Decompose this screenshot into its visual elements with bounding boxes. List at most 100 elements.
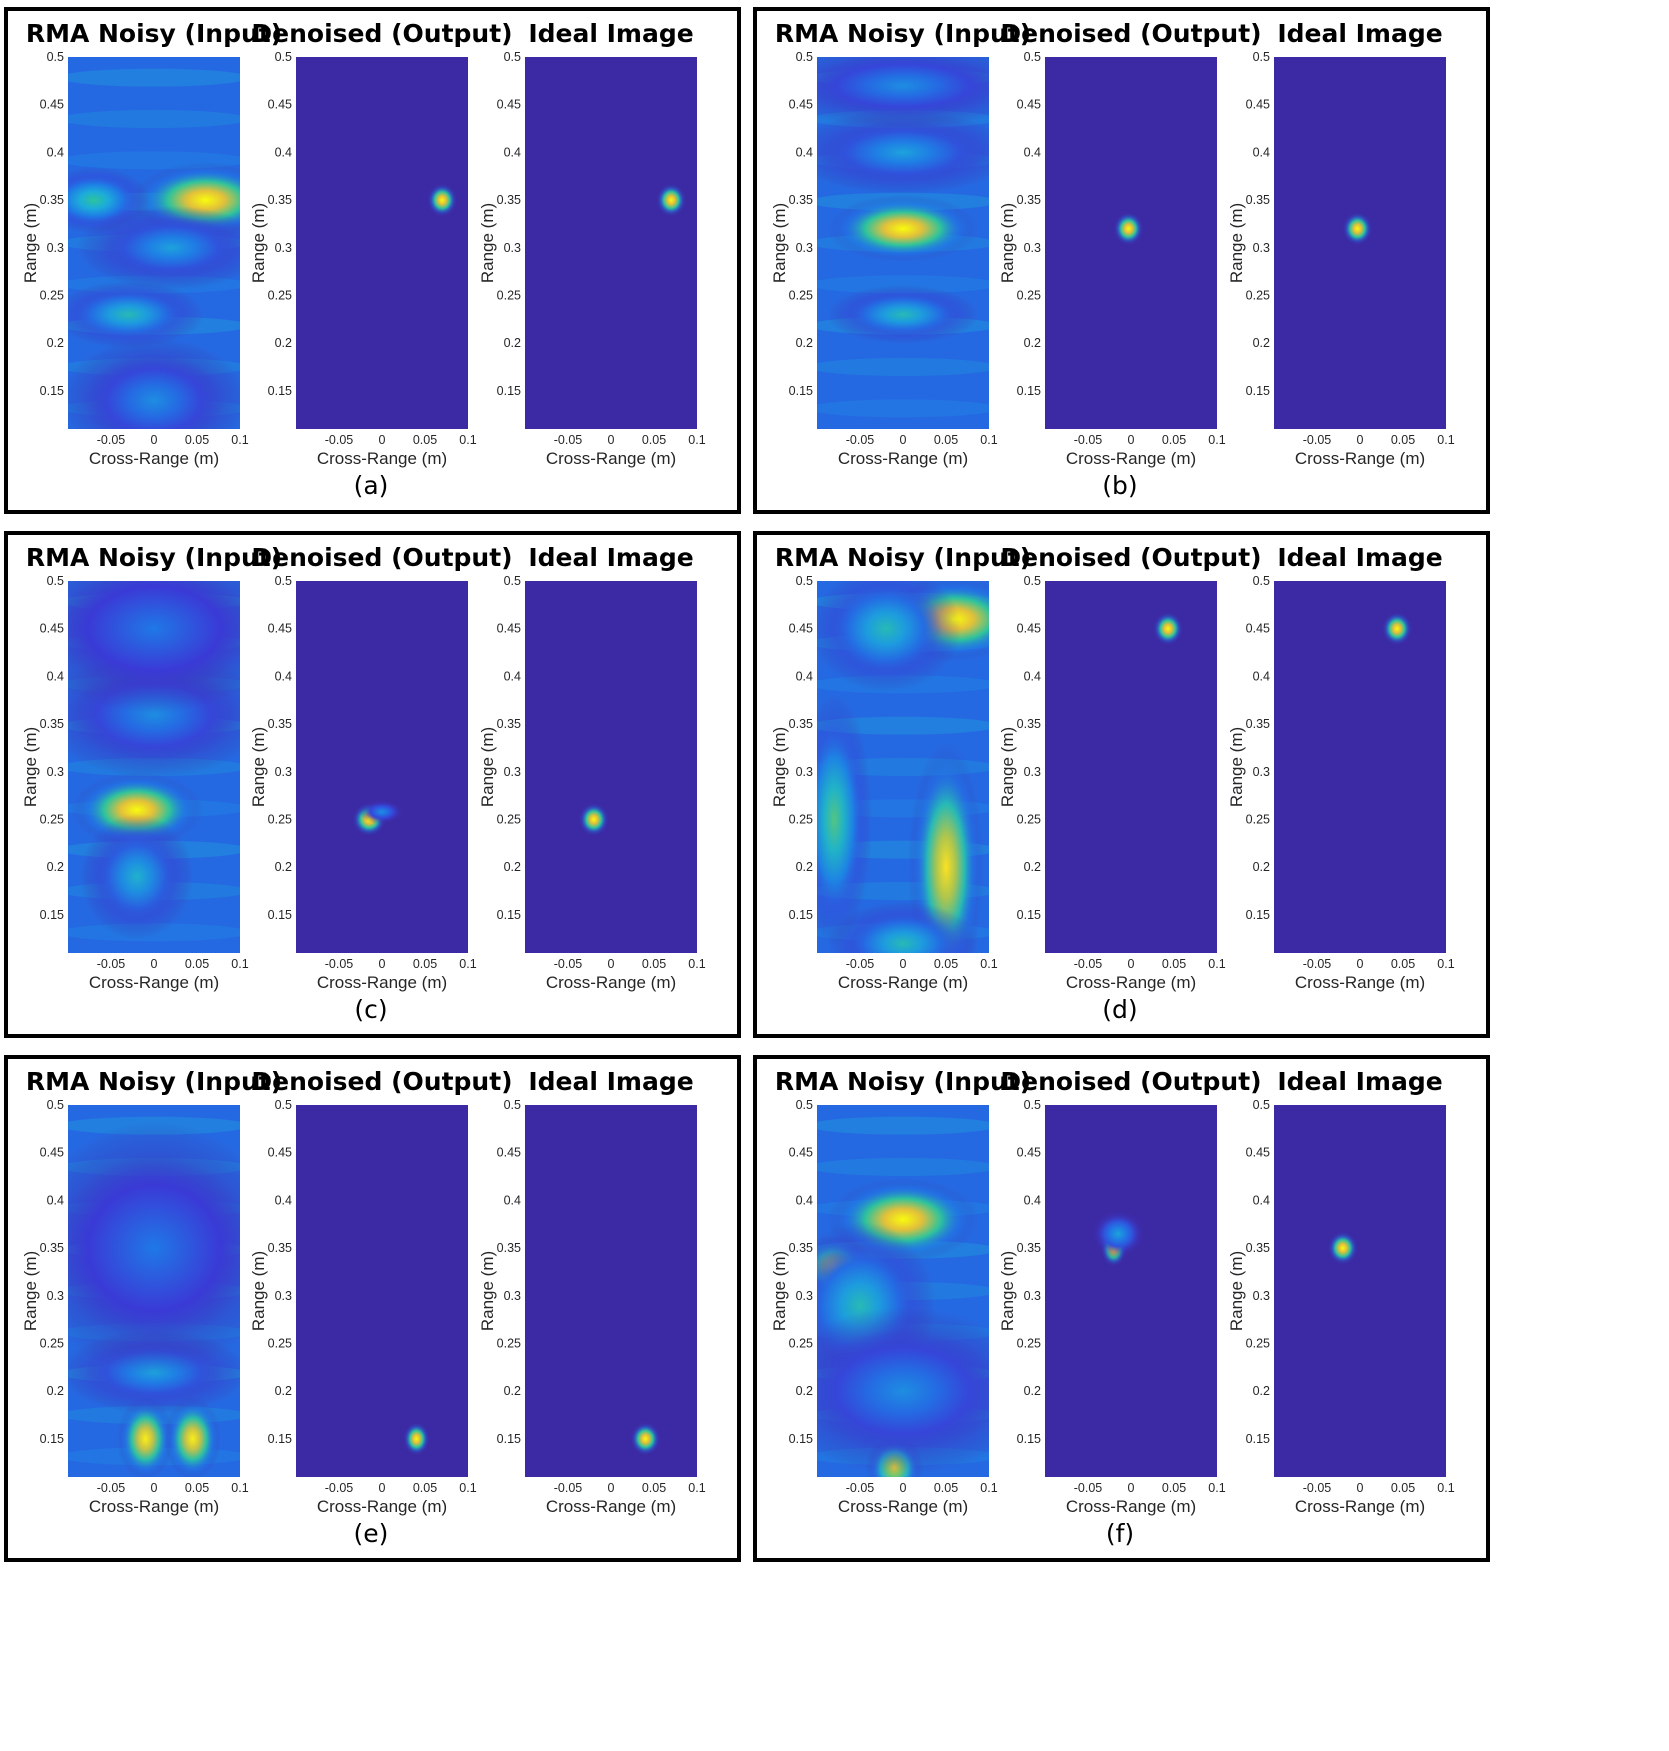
x-tick-label: -0.05 <box>97 1481 126 1495</box>
x-tick-label: 0.05 <box>1391 1481 1415 1495</box>
x-tick-label: 0.1 <box>688 1481 705 1495</box>
x-tick-label: 0.1 <box>231 1481 248 1495</box>
x-tick-label: 0 <box>608 957 615 971</box>
plot-title: RMA Noisy (Input) <box>26 543 282 572</box>
y-tick-label: 0.2 <box>275 860 292 874</box>
y-tick-label: 0.35 <box>1246 717 1270 731</box>
heatmap-background <box>1045 581 1217 953</box>
y-tick-label: 0.5 <box>275 574 292 588</box>
y-tick-label: 0.15 <box>40 384 64 398</box>
y-tick-label: 0.2 <box>796 336 813 350</box>
y-tick-label: 0.4 <box>1024 145 1041 159</box>
target-spot <box>1113 211 1144 246</box>
y-tick-label: 0.45 <box>1246 98 1270 112</box>
panel-frame <box>753 531 1490 1038</box>
x-tick-label: 0 <box>151 433 158 447</box>
y-tick-label: 0.15 <box>1017 384 1041 398</box>
noise-blob <box>817 110 989 195</box>
y-tick-label: 0.5 <box>47 574 64 588</box>
y-tick-label: 0.15 <box>1017 908 1041 922</box>
y-tick-label: 0.5 <box>47 50 64 64</box>
y-axis-label: Range (m) <box>478 1251 497 1331</box>
y-axis-label: Range (m) <box>21 203 40 283</box>
noise-blob <box>817 1307 989 1476</box>
y-tick-label: 0.2 <box>504 336 521 350</box>
x-axis-label: Cross-Range (m) <box>838 973 968 992</box>
x-axis-label: Cross-Range (m) <box>1066 973 1196 992</box>
plot-title: RMA Noisy (Input) <box>775 1067 1031 1096</box>
y-tick-label: 0.2 <box>796 1384 813 1398</box>
x-tick-label: 0 <box>1357 1481 1364 1495</box>
x-tick-label: 0 <box>608 433 615 447</box>
y-tick-label: 0.15 <box>40 1432 64 1446</box>
x-tick-label: 0.1 <box>231 433 248 447</box>
y-tick-label: 0.15 <box>1246 1432 1270 1446</box>
y-tick-label: 0.2 <box>275 1384 292 1398</box>
noise-blob <box>817 57 989 128</box>
y-axis-label: Range (m) <box>998 1251 1017 1331</box>
y-tick-label: 0.4 <box>275 1193 292 1207</box>
y-tick-label: 0.5 <box>1253 574 1270 588</box>
x-axis-label: Cross-Range (m) <box>838 449 968 468</box>
heatmap-background <box>525 57 697 429</box>
plot-noisy: RMA Noisy (Input) 0.5 0.45 0.4 0.35 0.3 0.25 0.… <box>21 543 282 992</box>
y-tick-label: 0.4 <box>275 145 292 159</box>
plot-title: RMA Noisy (Input) <box>26 19 282 48</box>
y-tick-label: 0.15 <box>268 384 292 398</box>
y-tick-label: 0.25 <box>268 812 292 826</box>
y-tick-label: 0.3 <box>47 765 64 779</box>
x-axis-label: Cross-Range (m) <box>1295 973 1425 992</box>
y-tick-label: 0.4 <box>47 145 64 159</box>
x-tick-label: -0.05 <box>1303 1481 1332 1495</box>
x-axis-label: Cross-Range (m) <box>89 449 219 468</box>
plot-title: Ideal Image <box>528 543 693 572</box>
y-axis-label: Range (m) <box>249 1251 268 1331</box>
plot-title: RMA Noisy (Input) <box>26 1067 282 1096</box>
x-tick-label: 0.05 <box>185 433 209 447</box>
x-tick-label: 0 <box>900 1481 907 1495</box>
y-tick-label: 0.35 <box>497 1241 521 1255</box>
y-tick-label: 0.25 <box>1246 1336 1270 1350</box>
x-tick-label: -0.05 <box>554 1481 583 1495</box>
x-tick-label: 0.05 <box>642 1481 666 1495</box>
panel-frame <box>4 7 741 514</box>
y-tick-label: 0.45 <box>268 98 292 112</box>
noise-blob <box>827 285 979 344</box>
x-tick-label: -0.05 <box>325 957 354 971</box>
y-axis-label: Range (m) <box>478 203 497 283</box>
y-tick-label: 0.35 <box>40 717 64 731</box>
y-tick-label: 0.5 <box>1253 50 1270 64</box>
x-tick-label: 0.05 <box>1391 433 1415 447</box>
y-tick-label: 0.35 <box>789 193 813 207</box>
plot-title: Ideal Image <box>1277 19 1442 48</box>
plot-ideal: Ideal Image 0.5 0.45 0.4 0.35 0.3 0.25 0.2 0.15 -… <box>1227 1067 1455 1516</box>
y-tick-label: 0.4 <box>275 669 292 683</box>
y-tick-label: 0.35 <box>497 717 521 731</box>
y-tick-label: 0.45 <box>497 98 521 112</box>
noise-blob <box>80 813 194 940</box>
y-tick-label: 0.5 <box>1024 50 1041 64</box>
noise-blob <box>827 901 979 953</box>
plot-title: Ideal Image <box>528 19 693 48</box>
y-tick-label: 0.35 <box>1017 193 1041 207</box>
x-tick-label: -0.05 <box>1074 433 1103 447</box>
plot-denoised: Denoised (Output) 0.5 0.45 0.4 0.35 0.3 0.25 0.… <box>998 543 1262 992</box>
y-tick-label: 0.5 <box>1024 1098 1041 1112</box>
x-tick-label: 0.1 <box>980 433 997 447</box>
x-tick-label: 0 <box>1128 957 1135 971</box>
y-tick-label: 0.2 <box>275 336 292 350</box>
y-tick-label: 0.2 <box>47 336 64 350</box>
x-tick-label: 0.05 <box>934 957 958 971</box>
heatmap-background <box>296 581 468 953</box>
y-tick-label: 0.2 <box>47 860 64 874</box>
y-tick-label: 0.25 <box>40 288 64 302</box>
y-tick-label: 0.35 <box>40 193 64 207</box>
noise-blob <box>76 205 240 290</box>
y-tick-label: 0.3 <box>796 1289 813 1303</box>
plot-ideal: Ideal Image 0.5 0.45 0.4 0.35 0.3 0.25 0.2 0.15 -… <box>1227 543 1455 992</box>
noise-band <box>68 110 240 128</box>
y-tick-label: 0.35 <box>1017 1241 1041 1255</box>
y-tick-label: 0.5 <box>796 574 813 588</box>
y-axis-label: Range (m) <box>249 727 268 807</box>
